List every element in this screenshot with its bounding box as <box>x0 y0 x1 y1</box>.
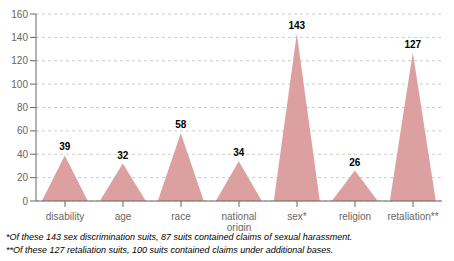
svg-text:100: 100 <box>11 79 28 90</box>
svg-text:sex*: sex* <box>287 211 307 222</box>
html-text:*Of these 143 sex discriminati: *Of these 143 sex discrimination suits, … <box>6 232 353 242</box>
svg-text:age: age <box>115 211 132 222</box>
svg-text:32: 32 <box>117 150 129 161</box>
svg-text:160: 160 <box>11 9 28 20</box>
svg-text:143: 143 <box>288 20 305 31</box>
svg-text:39: 39 <box>59 141 71 152</box>
svg-text:disability: disability <box>46 211 84 222</box>
svg-text:religion: religion <box>339 211 371 222</box>
svg-text:20: 20 <box>17 172 29 183</box>
svg-text:0: 0 <box>22 196 28 207</box>
svg-text:retaliation**: retaliation** <box>387 211 438 222</box>
svg-text:60: 60 <box>17 125 29 136</box>
html-text:**Of these 127 retaliation sui: **Of these 127 retaliation suits, 100 su… <box>6 245 334 255</box>
svg-text:40: 40 <box>17 149 29 160</box>
svg-text:140: 140 <box>11 32 28 43</box>
svg-text:120: 120 <box>11 55 28 66</box>
svg-text:80: 80 <box>17 102 29 113</box>
svg-text:race: race <box>171 211 191 222</box>
svg-text:127: 127 <box>404 39 421 50</box>
svg-text:34: 34 <box>233 147 245 158</box>
svg-text:26: 26 <box>349 157 361 168</box>
svg-text:58: 58 <box>175 119 187 130</box>
svg-text:nationalorigin: nationalorigin <box>221 211 256 231</box>
